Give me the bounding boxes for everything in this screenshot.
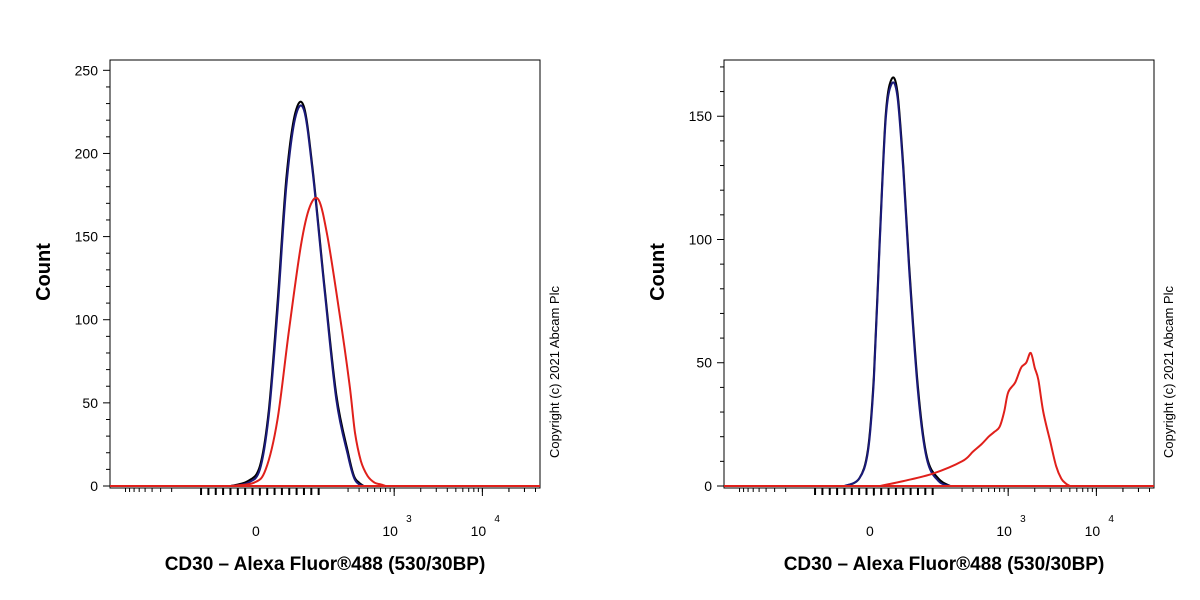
- x-axis-label: CD30 – Alexa Fluor®488 (530/30BP): [784, 554, 1105, 575]
- y-tick-label: 50: [82, 395, 98, 411]
- y-axis-ticks: 0 50 100 150 200 250: [75, 62, 110, 494]
- series-layer: [110, 100, 540, 487]
- x-tick-label: 0: [252, 523, 260, 539]
- series-layer: [724, 76, 1154, 487]
- x-tick-exponent: 3: [406, 514, 412, 525]
- y-axis-label: Count: [647, 243, 669, 301]
- unstained-trace: [230, 100, 365, 487]
- y-tick-label: 250: [75, 62, 99, 78]
- x-tick-label: 0: [866, 523, 874, 539]
- y-axis-ticks: 0 50 100 150: [689, 66, 724, 494]
- y-tick-label: 100: [689, 231, 713, 247]
- copyright-notice: Copyright (c) 2021 Abcam Plc: [1161, 286, 1176, 458]
- plot-frame: [723, 59, 1155, 489]
- y-tick-label: 150: [75, 229, 99, 245]
- x-tick-label: 10: [1085, 523, 1101, 539]
- x-tick-label: 10: [996, 523, 1012, 539]
- x-tick-exponent: 3: [1020, 514, 1026, 525]
- x-tick-label: 10: [471, 523, 487, 539]
- copyright-notice: Copyright (c) 2021 Abcam Plc: [547, 286, 562, 458]
- plot-frame: [109, 59, 541, 489]
- x-axis-ticks: 0 10 3 10 4: [125, 488, 536, 539]
- histogram-panel-left: 0 50 100 150 200 250 0 10 3 10 4 Count CD30 – Ale…: [33, 59, 562, 575]
- histogram-panel-right: 0 50 100 150 0 10 3 10 4 Count CD30 – Alexa Flu…: [647, 59, 1176, 575]
- x-axis-ticks: 0 10 3 10 4: [739, 488, 1150, 539]
- y-tick-label: 200: [75, 145, 99, 161]
- y-tick-label: 100: [75, 312, 99, 328]
- x-tick-exponent: 4: [494, 514, 500, 525]
- stained-trace: [230, 196, 386, 487]
- isotype-trace: [230, 104, 364, 487]
- stained-trace: [879, 351, 1071, 487]
- x-tick-label: 10: [382, 523, 398, 539]
- y-axis-label: Count: [33, 243, 55, 301]
- y-tick-label: 50: [696, 355, 712, 371]
- y-tick-label: 150: [689, 108, 713, 124]
- x-axis-label: CD30 – Alexa Fluor®488 (530/30BP): [165, 554, 486, 575]
- y-tick-label: 0: [90, 478, 98, 494]
- isotype-trace: [844, 81, 951, 487]
- unstained-trace: [844, 76, 951, 487]
- y-tick-label: 0: [704, 478, 712, 494]
- x-tick-exponent: 4: [1108, 514, 1114, 525]
